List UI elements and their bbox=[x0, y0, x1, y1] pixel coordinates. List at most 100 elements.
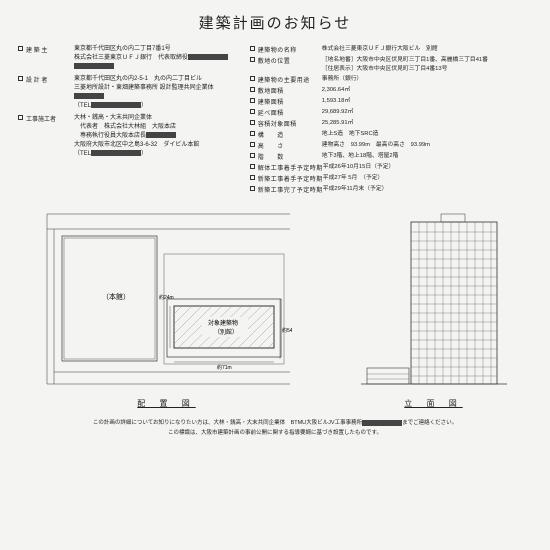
checkbox-icon bbox=[250, 46, 255, 51]
info-label: 工事施工者 bbox=[18, 114, 74, 123]
checkbox-icon bbox=[250, 109, 255, 114]
dim-depth: 約24m bbox=[159, 294, 174, 301]
elevation-block: 立 面 図 bbox=[359, 204, 509, 409]
site-plan-block: （本館） 対象建築物 （別館） 約71m 約54m bbox=[42, 204, 292, 409]
target-building-label: 対象建築物 bbox=[208, 319, 238, 327]
info-label: 新築工事完了予定時期 bbox=[250, 185, 323, 194]
checkbox-icon bbox=[18, 115, 23, 120]
info-label: 建築面積 bbox=[250, 97, 322, 106]
info-value: 地上S造 地下SRC造 bbox=[322, 130, 532, 139]
info-row: 建築物の主要用途 事務所（銀行） bbox=[250, 75, 532, 84]
info-row: 建築物の名称 株式会社三菱東京ＵＦＪ銀行大阪ビル 別館 bbox=[250, 45, 532, 54]
dim-width: 約71m bbox=[217, 364, 232, 371]
info-value: 地下3階、地上18階、塔屋2階 bbox=[322, 152, 532, 161]
label-text: 延べ面積 bbox=[258, 108, 284, 117]
label-text: 建築面積 bbox=[258, 97, 284, 106]
info-value: 大林・銭高・大末共同企業体 代表者 株式会社大林組 大阪本店 専務執行役員大阪本… bbox=[74, 114, 240, 159]
checkbox-icon bbox=[250, 186, 255, 191]
info-row: 建築面積 1,593.18㎡ bbox=[250, 97, 532, 106]
elevation-label: 立 面 図 bbox=[404, 398, 462, 409]
info-label: 容積対象面積 bbox=[250, 119, 322, 128]
site-plan-svg: （本館） 対象建築物 （別館） 約71m 約54m bbox=[42, 204, 292, 394]
info-row: 工事施工者 大林・銭高・大末共同企業体 代表者 株式会社大林組 大阪本店 専務執行… bbox=[18, 114, 240, 159]
label-text: 敷地の位置 bbox=[258, 56, 291, 65]
left-column: 建 築 主東京都千代田区丸の内二丁目7番1号株式会社三菱東京ＵＦＪ銀行 代表取締… bbox=[18, 45, 240, 196]
info-row: 敷地の位置 ［地名地番］大阪市中央区伏見町三丁目1番、高麗橋三丁目41番 ［住居表… bbox=[250, 56, 532, 73]
checkbox-icon bbox=[250, 142, 255, 147]
info-label: 敷地の位置 bbox=[250, 56, 322, 65]
info-value: 2,306.64㎡ bbox=[322, 86, 532, 95]
dim-height: 約54m bbox=[282, 327, 292, 334]
label-text: 新築工事着手予定時期 bbox=[258, 174, 323, 183]
footer-line1b: までご連絡ください。 bbox=[402, 420, 457, 426]
info-row: 新築工事完了予定時期平成29年11月末（予定） bbox=[250, 185, 532, 194]
label-text: 容積対象面積 bbox=[258, 119, 297, 128]
page-title: 建築計画のお知らせ bbox=[18, 12, 532, 33]
checkbox-icon bbox=[250, 76, 255, 81]
redacted-phone bbox=[362, 420, 402, 426]
footer: この計画の詳細についてお知りになりたい方は、大林・銭高・大末共同企業体 BTMU… bbox=[18, 419, 532, 439]
info-label: 建築物の主要用途 bbox=[250, 75, 322, 84]
label-text: 新築工事完了予定時期 bbox=[258, 185, 323, 194]
checkbox-icon bbox=[250, 153, 255, 158]
diagrams-section: （本館） 対象建築物 （別館） 約71m 約54m bbox=[18, 204, 532, 409]
honkan-label: （本館） bbox=[102, 292, 130, 301]
info-value: ［地名地番］大阪市中央区伏見町三丁目1番、高麗橋三丁目41番 ［住居表示］大阪市… bbox=[322, 56, 532, 73]
info-label: 構 造 bbox=[250, 130, 322, 139]
redacted bbox=[91, 102, 141, 108]
info-value: 25,285.91㎡ bbox=[322, 119, 532, 128]
footer-line2: この標識は、大阪市建築計画の事前公開に関する指導要綱に基づき設置したものです。 bbox=[18, 429, 532, 439]
label-text: 工事施工者 bbox=[26, 114, 56, 123]
checkbox-icon bbox=[250, 57, 255, 62]
info-row: 設 計 者東京都千代田区丸の内2-5-1 丸の内二丁目ビル三菱地所設計・東畑建築… bbox=[18, 75, 240, 111]
label-text: 建築物の名称 bbox=[258, 45, 297, 54]
info-value: 株式会社三菱東京ＵＦＪ銀行大阪ビル 別館 bbox=[322, 45, 532, 54]
redacted bbox=[74, 63, 114, 69]
info-label: 階 数 bbox=[250, 152, 322, 161]
info-row: 延べ面積29,689.92㎡ bbox=[250, 108, 532, 117]
info-value: 1,593.18㎡ bbox=[322, 97, 532, 106]
info-value: 平成26年10月15日（予定） bbox=[323, 163, 532, 172]
info-row: 建 築 主東京都千代田区丸の内二丁目7番1号株式会社三菱東京ＵＦＪ銀行 代表取締… bbox=[18, 45, 240, 72]
info-label: 新築工事着手予定時期 bbox=[250, 174, 323, 183]
info-row: 階 数 地下3階、地上18階、塔屋2階 bbox=[250, 152, 532, 161]
checkbox-icon bbox=[250, 120, 255, 125]
info-value: 平成27年 5月 （予定） bbox=[323, 174, 532, 183]
info-label: 建築物の名称 bbox=[250, 45, 322, 54]
info-row: 敷地面積 2,306.64㎡ bbox=[250, 86, 532, 95]
redacted bbox=[91, 150, 141, 156]
info-value: 事務所（銀行） bbox=[322, 75, 532, 84]
info-row: 新築工事着手予定時期平成27年 5月 （予定） bbox=[250, 174, 532, 183]
info-row: 高 さ建物高さ 93.99m 最高の高さ 93.99m bbox=[250, 141, 532, 150]
label-text: 敷地面積 bbox=[258, 86, 284, 95]
elevation-svg bbox=[359, 204, 509, 394]
info-value: 平成29年11月末（予定） bbox=[323, 185, 532, 194]
footer-line1a: この計画の詳細についてお知りになりたい方は、大林・銭高・大末共同企業体 BTMU… bbox=[93, 420, 362, 426]
label-text: 構 造 bbox=[258, 130, 284, 139]
redacted bbox=[188, 54, 228, 60]
checkbox-icon bbox=[18, 46, 23, 51]
label-text: 解体工事着手予定時期 bbox=[258, 163, 323, 172]
label-text: 建 築 主 bbox=[26, 45, 47, 54]
info-label: 高 さ bbox=[250, 141, 322, 150]
checkbox-icon bbox=[250, 131, 255, 136]
label-text: 高 さ bbox=[258, 141, 284, 150]
info-label: 解体工事着手予定時期 bbox=[250, 163, 323, 172]
label-text: 階 数 bbox=[258, 152, 284, 161]
checkbox-icon bbox=[250, 98, 255, 103]
info-row: 構 造 地上S造 地下SRC造 bbox=[250, 130, 532, 139]
info-label: 建 築 主 bbox=[18, 45, 74, 54]
info-row: 解体工事着手予定時期平成26年10月15日（予定） bbox=[250, 163, 532, 172]
checkbox-icon bbox=[18, 76, 23, 81]
right-column: 建築物の名称 株式会社三菱東京ＵＦＪ銀行大阪ビル 別館敷地の位置 ［地名地番］大阪市… bbox=[250, 45, 532, 196]
info-value: 東京都千代田区丸の内2-5-1 丸の内二丁目ビル三菱地所設計・東畑建築事務所 設… bbox=[74, 75, 240, 111]
bekkan-label: （別館） bbox=[214, 328, 238, 336]
label-text: 建築物の主要用途 bbox=[258, 75, 310, 84]
info-label: 設 計 者 bbox=[18, 75, 74, 84]
info-row: 容積対象面積 25,285.91㎡ bbox=[250, 119, 532, 128]
info-label: 敷地面積 bbox=[250, 86, 322, 95]
info-section: 建 築 主東京都千代田区丸の内二丁目7番1号株式会社三菱東京ＵＦＪ銀行 代表取締… bbox=[18, 45, 532, 196]
checkbox-icon bbox=[250, 87, 255, 92]
checkbox-icon bbox=[250, 164, 255, 169]
site-plan-label: 配 置 図 bbox=[137, 398, 195, 409]
